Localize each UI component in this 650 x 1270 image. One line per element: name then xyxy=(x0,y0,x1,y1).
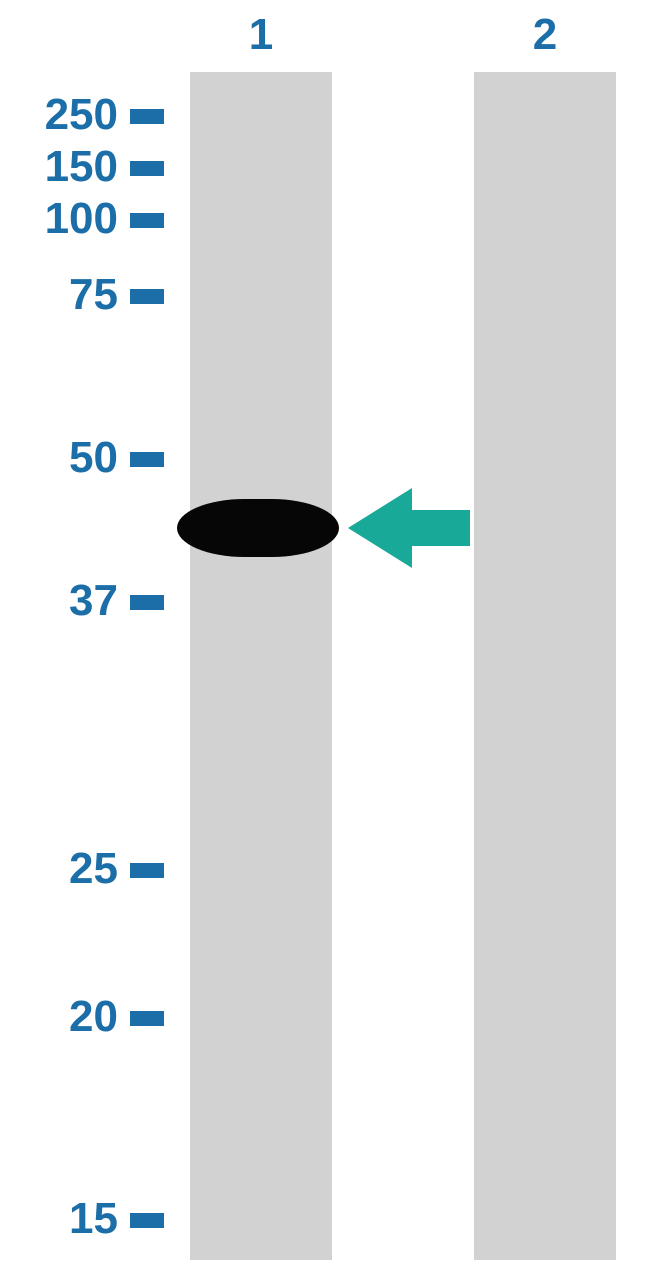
lane-1-label: 1 xyxy=(221,10,301,60)
arrow-shaft xyxy=(412,510,470,546)
mw-tick-25 xyxy=(130,863,164,878)
mw-tick-15 xyxy=(130,1213,164,1228)
mw-tick-37 xyxy=(130,595,164,610)
mw-marker-75: 75 xyxy=(69,270,118,320)
mw-tick-150 xyxy=(130,161,164,176)
mw-tick-50 xyxy=(130,452,164,467)
mw-marker-100: 100 xyxy=(45,194,118,244)
mw-marker-50: 50 xyxy=(69,433,118,483)
mw-marker-20: 20 xyxy=(69,992,118,1042)
mw-marker-25: 25 xyxy=(69,844,118,894)
lane-2-label: 2 xyxy=(505,10,585,60)
mw-marker-150: 150 xyxy=(45,142,118,192)
western-blot-canvas: 1 2 250150100 75 50 37 25 20 15 xyxy=(0,0,650,1270)
mw-marker-37: 37 xyxy=(69,576,118,626)
mw-tick-100 xyxy=(130,213,164,228)
mw-marker-15: 15 xyxy=(69,1194,118,1244)
band-indicator-arrow xyxy=(348,488,470,568)
lane-2 xyxy=(474,72,616,1260)
arrow-head-icon xyxy=(348,488,412,568)
mw-tick-250 xyxy=(130,109,164,124)
lane-1 xyxy=(190,72,332,1260)
protein-band xyxy=(177,499,339,557)
mw-marker-250: 250 xyxy=(45,90,118,140)
mw-tick-20 xyxy=(130,1011,164,1026)
mw-tick-75 xyxy=(130,289,164,304)
